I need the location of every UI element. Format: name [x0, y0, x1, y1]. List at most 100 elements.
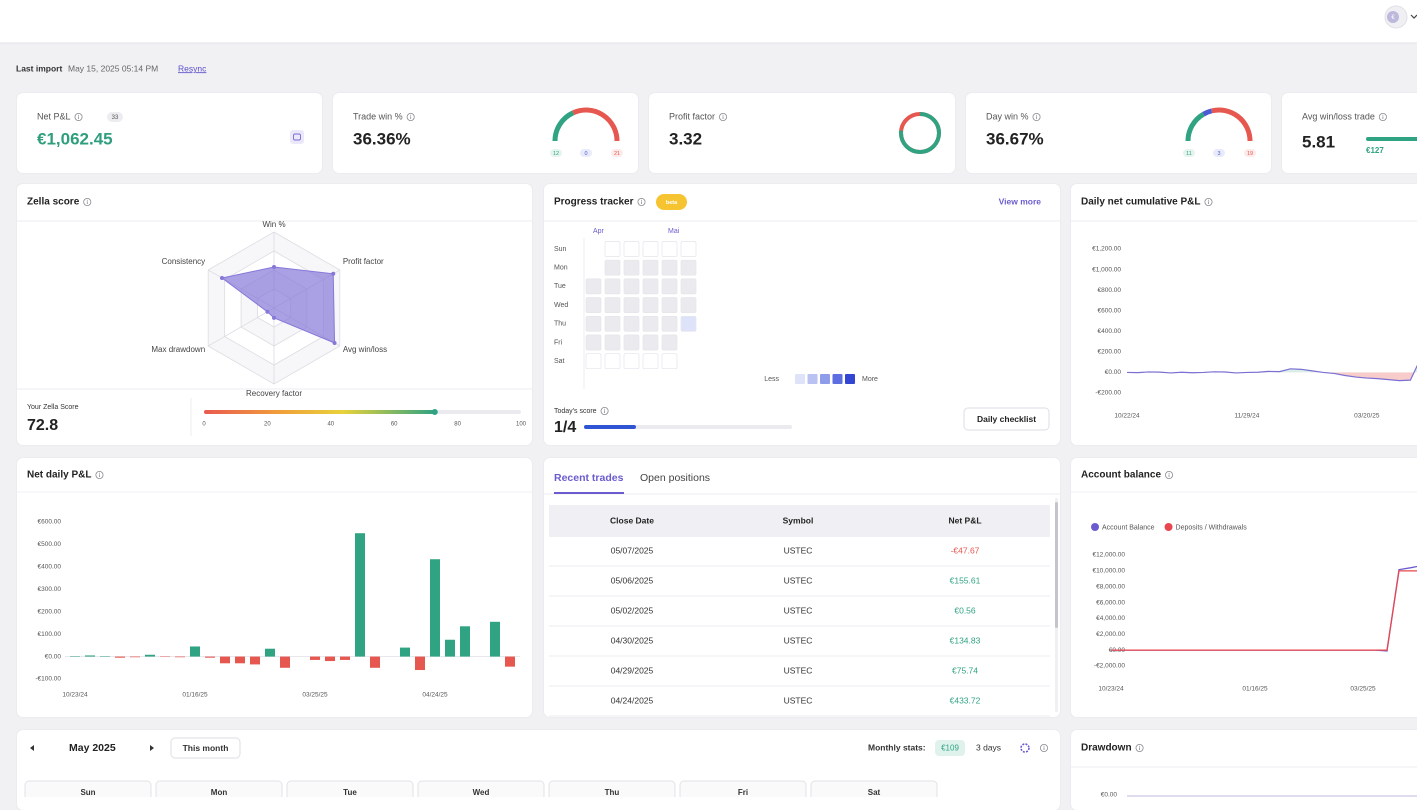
checklist-text: Daily checklist: [977, 414, 1036, 424]
heatmap-cell: [662, 279, 677, 294]
bar: [460, 626, 470, 656]
y-tick-label: €300.00: [38, 586, 62, 593]
table-cell: USTEC: [784, 575, 813, 585]
heatmap-cell: [681, 298, 696, 313]
legend-swatch: [808, 374, 818, 384]
legend-dot: [1165, 523, 1173, 531]
y-tick-label: €500.00: [38, 541, 62, 548]
stats-value: €109: [941, 744, 959, 753]
info-icon-dot: [1139, 746, 1140, 747]
info-icon-dot: [1169, 473, 1170, 474]
area-positive: [1127, 263, 1417, 381]
daily-chart: Net daily P&L €600.00€500.00€400.00€300.…: [17, 458, 532, 717]
score-bar: [204, 410, 435, 414]
info-icon-dot: [99, 473, 100, 474]
heatmap-cell: [624, 298, 639, 313]
today-score: 1/4: [554, 419, 576, 436]
legend-more: More: [862, 376, 878, 383]
y-tick-label: €800.00: [1098, 287, 1122, 294]
stat-title: Profit factor: [669, 111, 715, 121]
table-cell: USTEC: [784, 635, 813, 645]
legend-swatch: [795, 374, 805, 384]
table-cell: -€47.67: [951, 545, 980, 555]
calendar-card: May 2025 This month Monthly stats: €109 …: [17, 730, 1060, 810]
month-label: Mai: [668, 228, 680, 235]
info-icon-dot: [87, 200, 88, 201]
radar-axis-label: Max drawdown: [151, 345, 205, 354]
radar-point: [331, 272, 335, 276]
drawdown-chart: Drawdown €0.00: [1071, 730, 1417, 797]
score-tick: 40: [327, 422, 334, 428]
heatmap-cell: [624, 354, 639, 369]
legend-swatch: [833, 374, 843, 384]
heatmap-cell: [662, 354, 677, 369]
radar-axis-label: Win %: [262, 220, 285, 229]
heatmap-cell: [605, 316, 620, 331]
y-tick-label: €6,000.00: [1096, 599, 1125, 606]
card-title: Net daily P&L: [27, 470, 91, 481]
heatmap-cell: [624, 260, 639, 275]
daily-card: Net daily P&L €600.00€500.00€400.00€300.…: [17, 458, 532, 717]
radar-axis-label: Profit factor: [343, 257, 384, 266]
tab-active[interactable]: Recent trades: [554, 472, 624, 484]
gauge-segment: [1188, 114, 1204, 141]
weekday-label: Sat: [868, 788, 881, 797]
this-month-text: This month: [183, 743, 229, 753]
y-tick-label: €1,000.00: [1092, 266, 1121, 273]
gauge-segment: [1212, 110, 1250, 141]
score-tick: 100: [516, 422, 527, 428]
line: [1111, 562, 1417, 650]
view-more[interactable]: View more: [999, 196, 1042, 206]
table-cell: 05/02/2025: [611, 605, 654, 615]
stat-card: Avg win/loss trade 5.81 €127: [1282, 93, 1417, 173]
y-tick-label: -€200.00: [1095, 390, 1121, 397]
heatmap-cell: [643, 279, 658, 294]
heatmap-cell: [605, 335, 620, 350]
y-tick-label: -€100.00: [35, 676, 61, 683]
table-cell: 05/06/2025: [611, 575, 654, 585]
heatmap-cell: [681, 316, 696, 331]
cumulative-card: Daily net cumulative P&L €1,200.00€1,000…: [1071, 184, 1417, 445]
table-cell: USTEC: [784, 665, 813, 675]
table-cell: 04/24/2025: [611, 695, 654, 705]
heatmap-cell: [624, 279, 639, 294]
bar: [265, 649, 275, 657]
next-month[interactable]: [150, 745, 154, 751]
column-header: Symbol: [783, 515, 814, 525]
x-tick-label: 01/16/25: [1242, 686, 1268, 693]
stat-value: 3.32: [669, 129, 702, 148]
day-label: Sun: [554, 246, 567, 253]
table-cell: USTEC: [784, 545, 813, 555]
table-cell: €75.74: [952, 665, 978, 675]
scroll-thumb[interactable]: [1055, 502, 1058, 628]
radar-axis-label: Recovery factor: [246, 389, 302, 398]
bar: [115, 657, 125, 658]
legend-less: Less: [764, 376, 779, 383]
x-tick-label: 10/23/24: [62, 692, 88, 699]
x-tick-label: 10/23/24: [1098, 686, 1124, 693]
tab[interactable]: Open positions: [640, 472, 710, 484]
zella-score: Zella score Your Zella Score 72.8 Win %P…: [17, 184, 532, 445]
heatmap-cell: [662, 316, 677, 331]
heatmap-cell: [662, 242, 677, 257]
table-cell: 05/07/2025: [611, 545, 654, 555]
day-label: Mon: [554, 265, 568, 272]
table-cell: USTEC: [784, 695, 813, 705]
bar: [430, 559, 440, 656]
x-tick-label: 10/22/24: [1114, 413, 1140, 420]
heatmap-cell: [681, 279, 696, 294]
y-tick-label: €12,000.00: [1092, 552, 1125, 559]
settings-icon[interactable]: [1021, 744, 1029, 752]
day-label: Sat: [554, 358, 565, 365]
resync-link[interactable]: Resync: [178, 63, 207, 73]
radar-axis-label: Avg win/loss: [343, 345, 387, 354]
stat-icon[interactable]: [290, 130, 304, 144]
month-label: Apr: [593, 228, 605, 235]
bar: [220, 657, 230, 664]
heatmap-cell: [586, 354, 601, 369]
weekday-label: Mon: [211, 788, 228, 797]
info-icon-dot: [641, 200, 642, 201]
prev-month[interactable]: [30, 745, 34, 751]
